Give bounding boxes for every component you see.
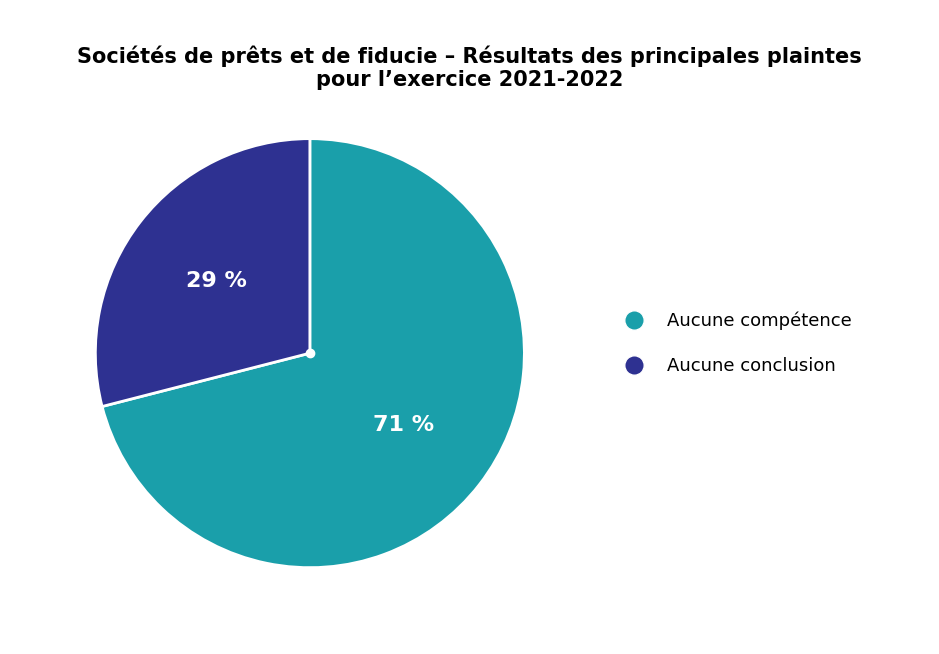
Text: 71 %: 71 % bbox=[373, 415, 434, 436]
Text: Sociétés de prêts et de fiducie – Résultats des principales plaintes
pour l’exer: Sociétés de prêts et de fiducie – Résult… bbox=[77, 46, 862, 90]
Legend: Aucune compétence, Aucune conclusion: Aucune compétence, Aucune conclusion bbox=[609, 304, 859, 383]
Text: 29 %: 29 % bbox=[186, 271, 247, 291]
Wedge shape bbox=[102, 139, 524, 568]
Wedge shape bbox=[96, 139, 310, 407]
